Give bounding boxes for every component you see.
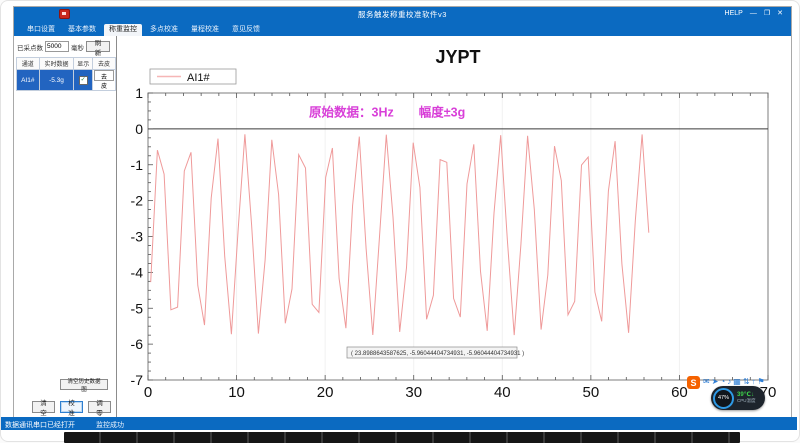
taskbar-thumbnails-strip[interactable] [64,432,740,443]
flag-icon[interactable]: ⚑ [757,377,765,386]
remote-assist-logo[interactable]: S [687,376,700,389]
channel-name: AI1# [16,69,40,91]
overlay-icon-row: ✉ ➤ ◔ ♪ ▦ ⇅ ↑ ⚑ [703,376,765,387]
cursor-icon[interactable]: ➤ [711,377,719,386]
col-channel: 通道 [16,57,40,70]
plot-border [147,92,769,381]
x-axis-label: 0 [144,384,152,401]
x-axis-label: 50 [583,384,600,401]
y-axis-label: -6 [131,336,144,352]
tab-1[interactable]: 基本参数 [68,26,96,33]
y-axis-label: -7 [131,372,144,388]
help-button[interactable]: HELP [724,9,743,17]
zero-button[interactable]: 调零 [88,400,111,417]
cpu-temperature: 39℃↓ [737,392,754,398]
col-display: 显示 [73,57,93,70]
x-axis-label: 40 [494,384,511,401]
title-bar: 服务触发称重校准软件v3 HELP — ❐ ✕ [14,7,791,22]
x-axis-label: 20 [317,384,334,401]
message-icon[interactable]: ✉ [703,377,710,386]
y-axis-label: -5 [131,300,144,316]
calibrate-button[interactable]: 校准 [60,400,83,417]
interval-unit: 毫秒 [71,44,84,52]
tab-5[interactable]: 意见反馈 [232,26,260,33]
tab-2[interactable]: 称重监控 [104,24,142,36]
channel-value: -5.3g [38,69,75,91]
x-axis-label: 60 [671,384,688,401]
sound-icon[interactable]: ♪ [727,377,732,386]
col-tare: 去皮 [91,57,117,70]
status-bar: 数据通讯串口已经打开 监控成功 [1,417,797,430]
y-axis-label: 1 [135,85,143,101]
clear-button[interactable]: 清空 [32,400,55,417]
x-axis-label: 10 [228,384,245,401]
sample-interval-row: 已采点数 毫秒 刷新 [17,40,110,57]
display-checkbox[interactable]: ✓ [78,75,88,85]
timer-icon[interactable]: ◔ [720,377,726,386]
tab-4[interactable]: 量程校准 [191,26,219,33]
status-serial-text: 数据通讯串口已经打开 [5,422,75,429]
app-window: 服务触发称重校准软件v3 HELP — ❐ ✕ 串口设置 基本参数 称重监控 多点校准… [13,6,792,418]
upload-icon[interactable]: ↑ [751,377,756,386]
legend-box [149,68,237,85]
refresh-button[interactable]: 刷新 [86,40,110,57]
y-axis-label: -4 [131,264,144,280]
interval-label: 已采点数 [17,44,43,52]
clear-history-button[interactable]: 清空历史数据图 [60,379,108,393]
channel-row[interactable]: AI1# -5.3g ✓ 去皮 [16,69,117,91]
action-buttons: 清空 校准 调零 [32,400,111,417]
status-monitor-text: 监控成功 [96,422,124,429]
window-title: 服务触发称重校准软件v3 [358,10,447,19]
interval-input[interactable] [45,41,69,52]
left-panel: 已采点数 毫秒 刷新 通道 实时数据 显示 去皮 AI1# -5.3g [14,36,117,418]
tab-bar: 串口设置 基本参数 称重监控 多点校准 量程校准 意见反馈 [14,22,791,36]
tooltip-text: ( 23.8988643587625, -5.96044404734931, -… [351,351,524,357]
tare-button[interactable]: 去皮 [93,70,114,90]
cpu-temp-label: CPU温度 [737,398,756,403]
app-icon [59,9,70,19]
tab-0[interactable]: 串口设置 [27,26,55,33]
cpu-usage-gauge: 47% [713,387,734,409]
close-button[interactable]: ✕ [777,10,783,17]
tab-3[interactable]: 多点校准 [150,26,178,33]
maximize-button[interactable]: ❐ [763,10,771,17]
table-header-row: 通道 实时数据 显示 去皮 [16,57,117,70]
cpu-monitor-widget[interactable]: 47% 39℃↓ CPU温度 [711,386,765,410]
waveform-chart: 0 10 20 30 40 50 60 7010-1-2-3-4-5-6-7原始数据：3Hz … [131,47,777,401]
transfer-icon[interactable]: ⇅ [742,377,750,386]
col-realtime: 实时数据 [38,57,75,70]
legend-label: AI1# [187,72,211,84]
chart-title: JYPT [435,47,480,67]
channel-table: 通道 实时数据 显示 去皮 AI1# -5.3g ✓ 去皮 [16,57,117,91]
minimize-button[interactable]: — [749,9,757,17]
screen-icon[interactable]: ▦ [733,377,741,386]
x-axis-label: 30 [405,384,422,401]
wave-series-AI1 [150,134,650,336]
tooltip-box [346,346,518,359]
y-axis-label: -3 [131,229,144,245]
y-axis-label: -2 [131,193,144,209]
y-axis-label: -1 [131,157,144,173]
chart-annotation: 原始数据：3Hz 幅度±3g [309,104,465,119]
y-axis-label: 0 [135,121,143,137]
content-area: 已采点数 毫秒 刷新 通道 实时数据 显示 去皮 AI1# -5.3g [14,36,791,418]
